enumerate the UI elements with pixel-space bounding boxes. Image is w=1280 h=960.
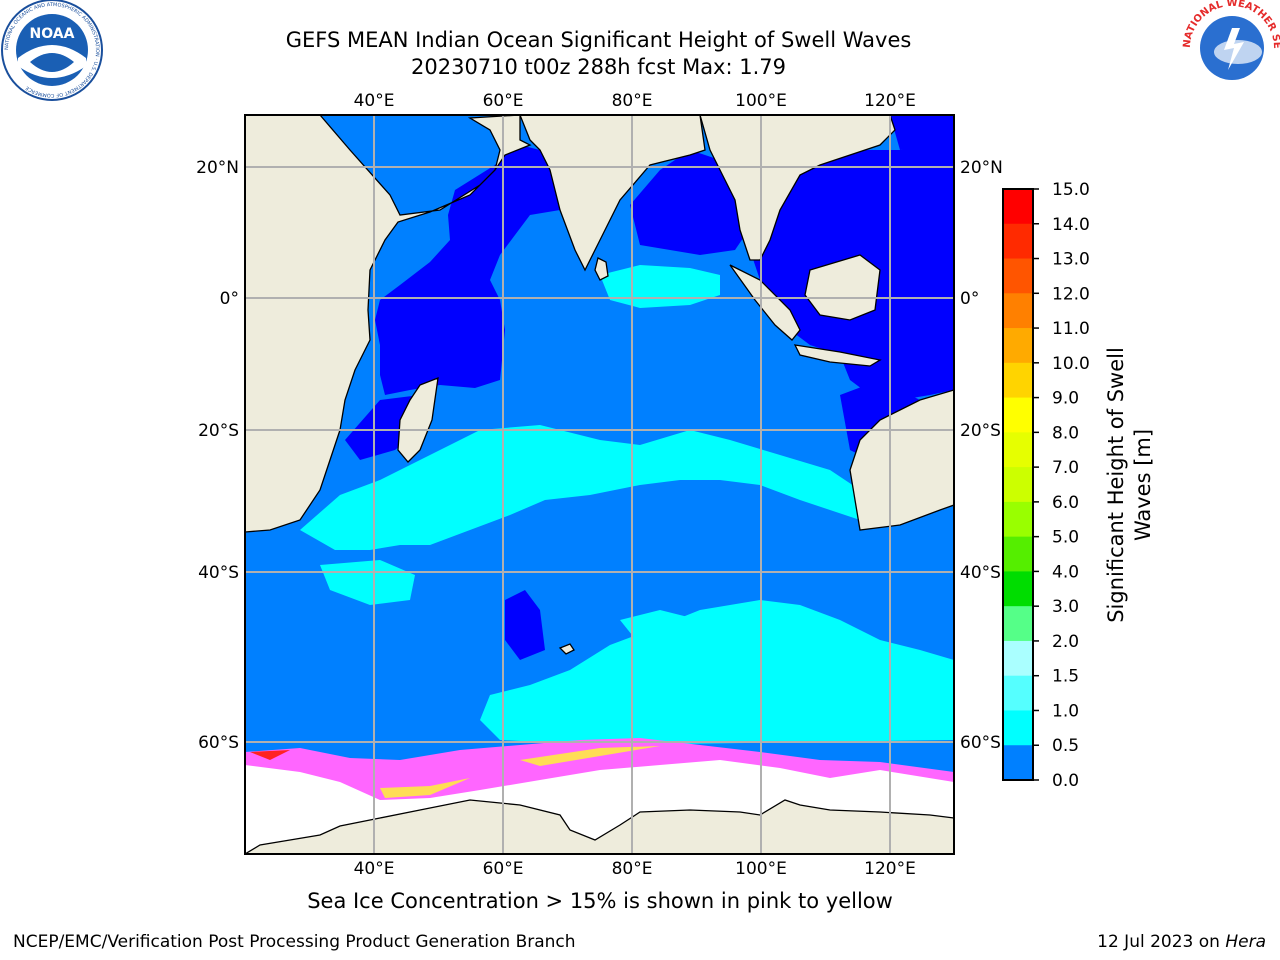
sea-ice-yellow-2 [520, 746, 660, 766]
lat-label: 20°S [960, 421, 1001, 441]
colorbar-tick-label: 1.0 [1052, 701, 1079, 721]
lon-label: 80°E [612, 91, 653, 111]
sea-ice-band [245, 738, 954, 800]
nws-logo: NATIONAL WEATHER SERVICE [0, 0, 1280, 98]
footer-date-text: 12 Jul 2023 on [1097, 932, 1226, 952]
colorbar-tick-label: 13.0 [1052, 250, 1090, 270]
colorbar-tick-label: 0.0 [1052, 771, 1079, 791]
colorbar-segment [1003, 362, 1033, 399]
lon-label: 40°E [354, 91, 395, 111]
colorbar-tick-label: 6.0 [1052, 493, 1079, 513]
lon-label: 120°E [864, 859, 916, 879]
colorbar-segment [1003, 223, 1033, 260]
colorbar-tick-label: 3.0 [1052, 597, 1079, 617]
colorbar-segment [1003, 501, 1033, 538]
colorbar-tick-label: 11.0 [1052, 319, 1090, 339]
colorbar-tick-label: 7.0 [1052, 458, 1079, 478]
colorbar-tick-label: 15.0 [1052, 180, 1090, 200]
colorbar-segment [1003, 536, 1033, 572]
lon-label: 100°E [735, 859, 787, 879]
colorbar-segment [1003, 675, 1033, 711]
footer-credit: NCEP/EMC/Verification Post Processing Pr… [13, 932, 576, 952]
lon-label: 120°E [864, 91, 916, 111]
lon-labels-top: 40°E 60°E 80°E 100°E 120°E [354, 91, 916, 111]
lat-labels-left: 20°N 0° 20°S 40°S 60°S [196, 158, 239, 753]
lat-label: 0° [220, 289, 239, 309]
colorbar-tick-label: 5.0 [1052, 528, 1079, 548]
lat-label: 40°S [960, 563, 1001, 583]
footer-date: 12 Jul 2023 on Hera [1097, 932, 1266, 952]
colorbar-tick-label: 9.0 [1052, 389, 1079, 409]
lon-label: 100°E [735, 91, 787, 111]
lat-label: 40°S [198, 563, 239, 583]
colorbar-tick-label: 1.5 [1052, 667, 1079, 687]
lon-label: 60°E [483, 859, 524, 879]
colorbar-segment [1003, 397, 1033, 433]
colorbar-tick-label: 14.0 [1052, 215, 1090, 235]
landmasses [245, 115, 954, 854]
map-area [245, 115, 954, 854]
colorbar-segment [1003, 745, 1033, 781]
lon-label: 60°E [483, 91, 524, 111]
chart-title: GEFS MEAN Indian Ocean Significant Heigh… [0, 27, 1197, 81]
lat-label: 20°N [960, 158, 1003, 178]
colorbar-segment [1003, 467, 1033, 503]
colorbar-segment [1003, 189, 1033, 225]
sea-ice-red [250, 750, 290, 760]
colorbar-tick-label: 2.0 [1052, 632, 1079, 652]
colorbar-tick-label: 10.0 [1052, 354, 1090, 374]
colorbar-tick-label: 0.5 [1052, 736, 1079, 756]
colorbar-segment [1003, 640, 1033, 677]
noaa-logo: NOAA NATIONAL OCEANIC AND ATMOSPHERIC AD… [1, 0, 103, 101]
colorbar-segment [1003, 606, 1033, 642]
footer-host: Hera [1225, 932, 1266, 952]
colorbar-title-line-2: Waves [m] [1131, 429, 1155, 541]
colorbar-frame [1002, 188, 1034, 781]
lat-label: 60°S [198, 733, 239, 753]
colorbar-segment [1003, 293, 1033, 329]
colorbar-segment [1003, 571, 1033, 607]
colorbar-segment [1003, 258, 1033, 294]
lat-labels-right: 20°N 0° 20°S 40°S 60°S [960, 158, 1003, 753]
lon-label: 40°E [354, 859, 395, 879]
lat-label: 0° [960, 289, 979, 309]
colorbar-segment [1003, 328, 1033, 364]
lat-label: 60°S [960, 733, 1001, 753]
nws-ring-text: NATIONAL WEATHER SERVICE [0, 0, 1280, 49]
map-frame [244, 114, 955, 855]
title-line-2: 20230710 t00z 288h fcst Max: 1.79 [411, 55, 786, 79]
colorbar-tick-label: 12.0 [1052, 284, 1090, 304]
sea-ice-caption: Sea Ice Concentration > 15% is shown in … [307, 889, 893, 913]
colorbar-title-line-1: Significant Height of Swell [1104, 347, 1128, 623]
colorbar-segment [1003, 710, 1033, 746]
colorbar-tick-label: 4.0 [1052, 562, 1079, 582]
colorbar-segment [1003, 432, 1033, 468]
noaa-logo-text: NOAA [30, 26, 75, 42]
lat-label: 20°S [198, 421, 239, 441]
lon-label: 80°E [612, 859, 653, 879]
gridlines [245, 115, 954, 854]
lat-label: 20°N [196, 158, 239, 178]
colorbar: 15.0 14.0 13.0 12.0 11.0 10.0 9.0 8.0 7.0 6.0 5.0 4… [1002, 180, 1090, 791]
sea-ice-yellow-1 [380, 778, 470, 798]
lon-labels-bottom: 40°E 60°E 80°E 100°E 120°E [354, 859, 916, 879]
colorbar-tick-label: 8.0 [1052, 423, 1079, 443]
title-line-1: GEFS MEAN Indian Ocean Significant Heigh… [285, 28, 912, 52]
svg-text:NATIONAL WEATHER SERVICE: NATIONAL WEATHER SERVICE [0, 0, 1280, 49]
